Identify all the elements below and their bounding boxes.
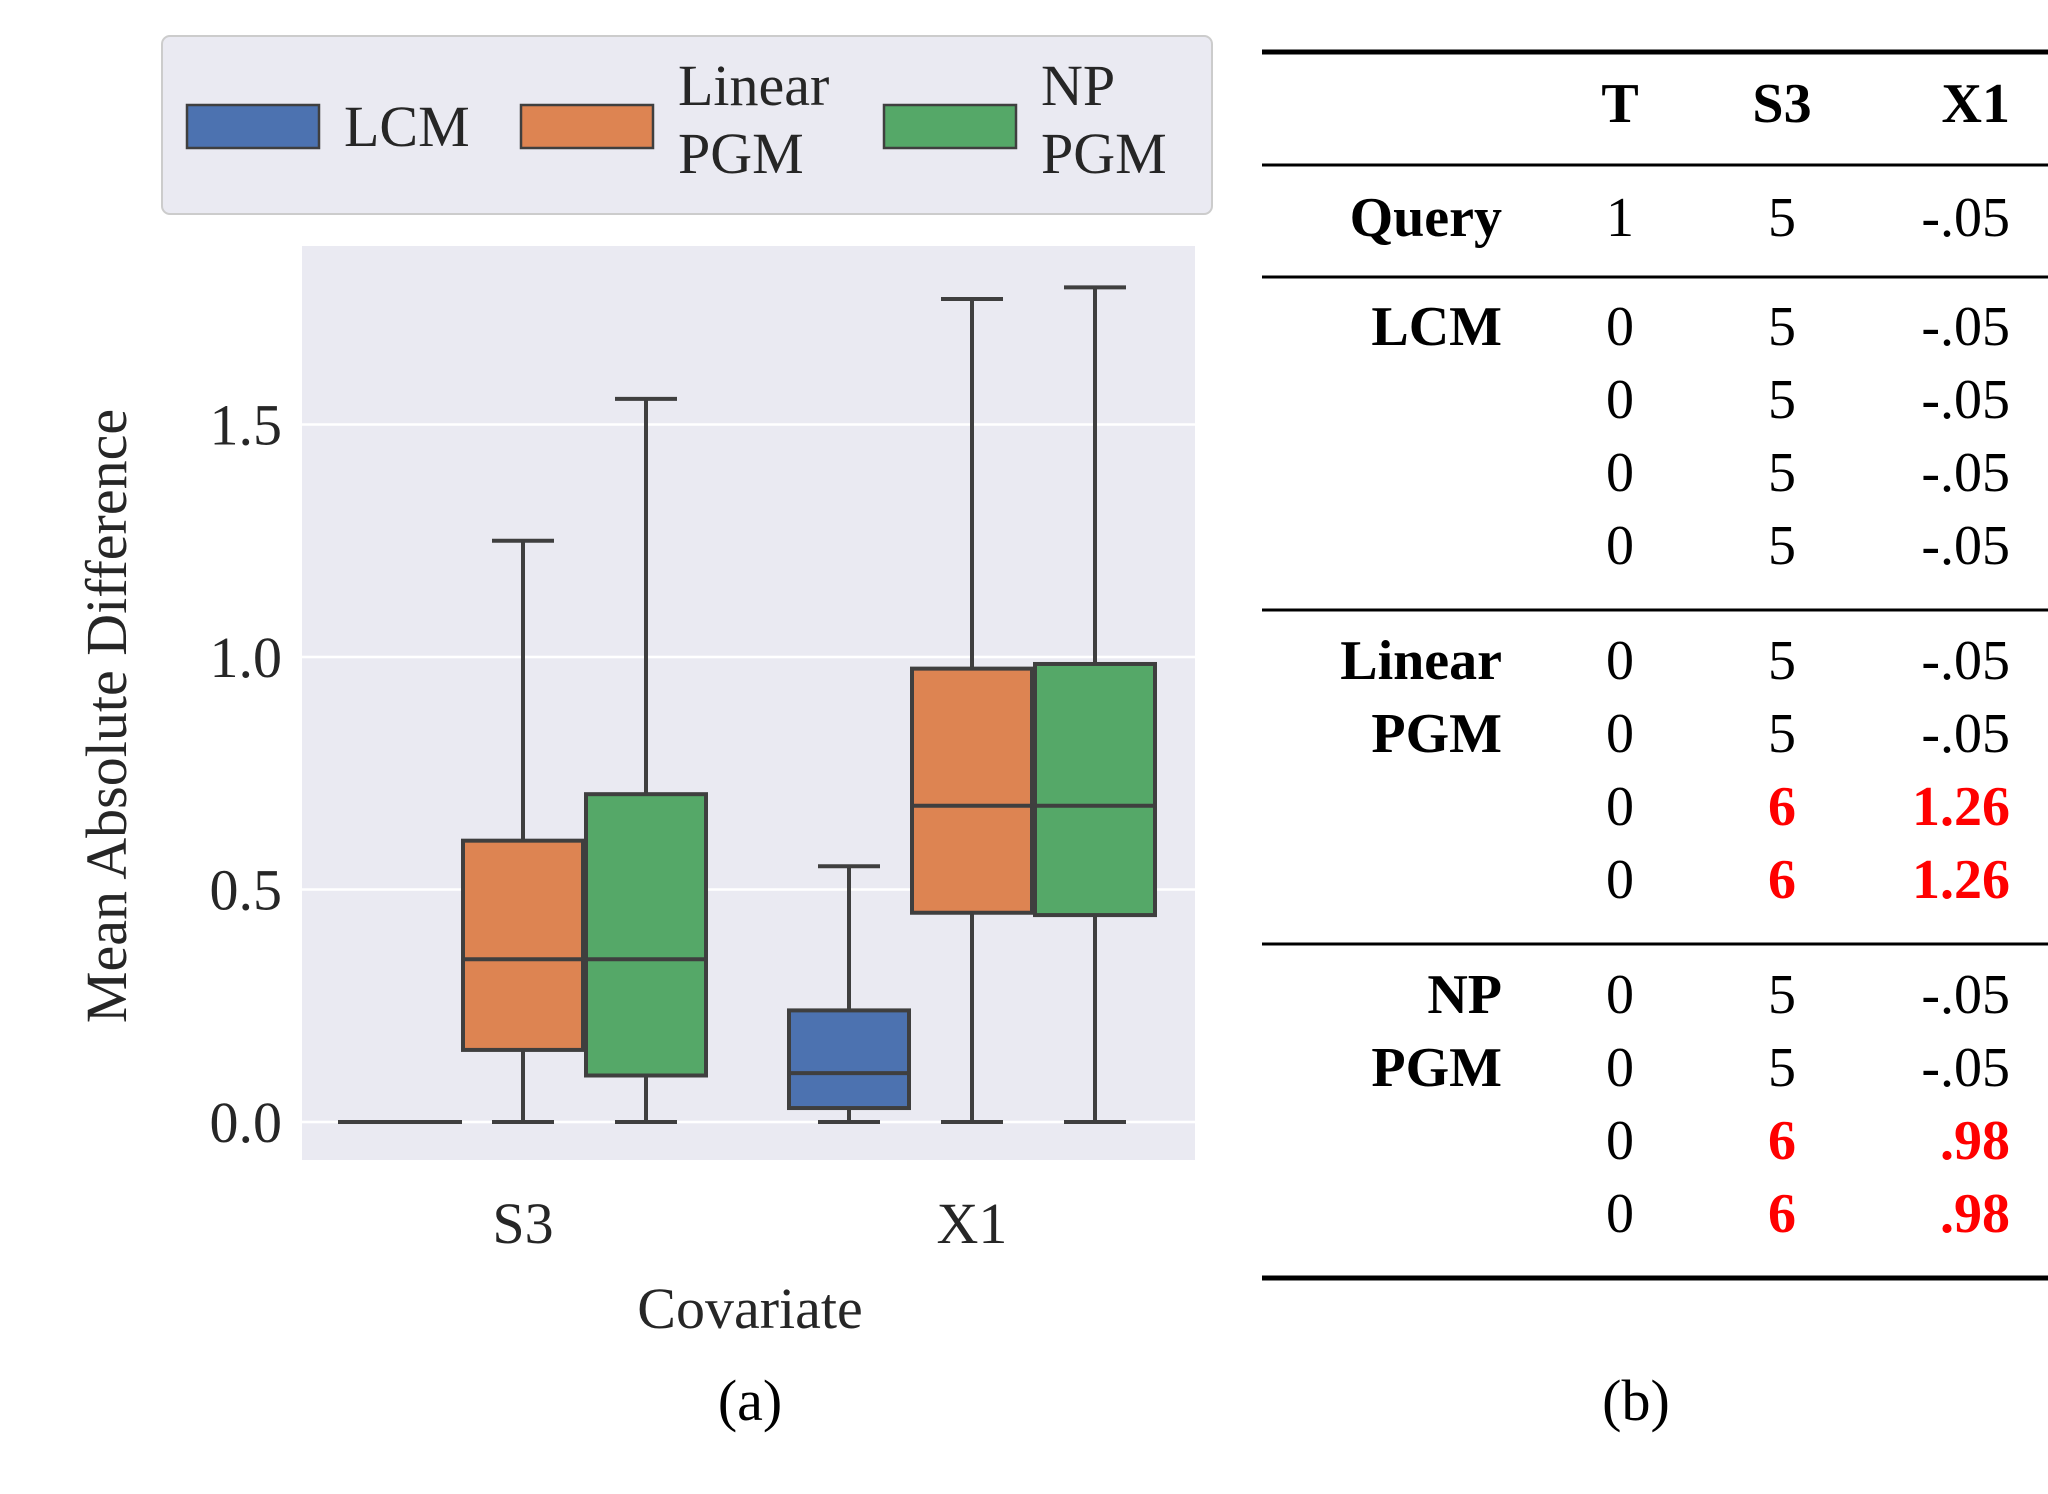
row-label: PGM xyxy=(1371,1037,1502,1099)
box-iqr xyxy=(1033,661,1157,918)
row-label: NP xyxy=(1427,964,1502,1026)
table-cell: 0 xyxy=(1606,515,1634,577)
y-axis-label: Mean Absolute Difference xyxy=(74,409,139,1023)
x-ticks: S3 X1 xyxy=(492,1191,1007,1256)
table-cell: 5 xyxy=(1768,442,1796,504)
box-iqr xyxy=(584,792,708,1078)
legend-swatch xyxy=(519,103,655,150)
table-cell: 0 xyxy=(1606,1037,1634,1099)
box-iqr xyxy=(461,838,585,1052)
table-cell: 5 xyxy=(1768,369,1796,431)
table-cell: -.05 xyxy=(1921,369,2010,431)
panel-b-label: (b) xyxy=(1602,1368,1670,1433)
table-cell: -.05 xyxy=(1921,442,2010,504)
highlighted-cell: 6 xyxy=(1768,1110,1796,1172)
row-label: Linear xyxy=(1340,630,1502,692)
table-cell: -.05 xyxy=(1921,515,2010,577)
y-tick-label: 1.0 xyxy=(210,625,283,690)
box-iqr xyxy=(910,666,1034,915)
box-np-pgm-s3 xyxy=(584,396,708,1124)
y-ticks: 0.0 0.5 1.0 1.5 xyxy=(210,393,283,1156)
x-axis-label: Covariate xyxy=(637,1276,862,1341)
highlighted-cell: 1.26 xyxy=(1912,849,2010,911)
legend-label: Linear xyxy=(678,53,829,118)
table-cell: -.05 xyxy=(1921,630,2010,692)
table-cell: 0 xyxy=(1606,776,1634,838)
highlighted-cell: 6 xyxy=(1768,1183,1796,1245)
table-cell: 5 xyxy=(1768,964,1796,1026)
table-cell: -.05 xyxy=(1921,296,2010,358)
legend-label: LCM xyxy=(344,94,470,159)
legend-label: PGM xyxy=(1041,121,1167,186)
highlighted-cell: 1.26 xyxy=(1912,776,2010,838)
box-linear-pgm-s3 xyxy=(461,538,585,1124)
column-header: T xyxy=(1601,73,1638,135)
table-cell: 5 xyxy=(1768,1037,1796,1099)
x-tick-label: X1 xyxy=(937,1191,1008,1256)
table-cell: 0 xyxy=(1606,1110,1634,1172)
highlighted-cell: 6 xyxy=(1768,776,1796,838)
table-cell: 0 xyxy=(1606,1183,1634,1245)
legend-frame xyxy=(161,35,1213,215)
table-cell: -.05 xyxy=(1921,703,2010,765)
legend-item: LCM xyxy=(185,94,470,159)
results-table: T S3 X1 Query 1 5 -.05 LCM 0 5 -.05 0 5 -.05 0 5 -.05 0 5 -… xyxy=(1262,49,2048,1281)
table-cell: 5 xyxy=(1768,515,1796,577)
row-label: LCM xyxy=(1371,296,1502,358)
panel-a-label: (a) xyxy=(718,1368,782,1433)
x-tick-label: S3 xyxy=(492,1191,553,1256)
legend-label: PGM xyxy=(678,121,804,186)
box-np-pgm-x1 xyxy=(1033,285,1157,1124)
y-tick-label: 0.5 xyxy=(210,858,283,923)
highlighted-cell: 6 xyxy=(1768,849,1796,911)
row-label: Query xyxy=(1350,187,1502,249)
box-iqr xyxy=(787,1008,911,1111)
highlighted-cell: .98 xyxy=(1940,1110,2010,1172)
table-cell: 0 xyxy=(1606,964,1634,1026)
table-cell: 5 xyxy=(1768,630,1796,692)
table-cell: 5 xyxy=(1768,296,1796,358)
table-cell: -.05 xyxy=(1921,964,2010,1026)
table-cell: 0 xyxy=(1606,849,1634,911)
table-cell: 0 xyxy=(1606,703,1634,765)
box-series xyxy=(338,285,1157,1125)
box-linear-pgm-x1 xyxy=(910,296,1034,1124)
row-label: PGM xyxy=(1371,703,1502,765)
legend-swatch xyxy=(882,103,1018,150)
table-cell: 0 xyxy=(1606,630,1634,692)
y-tick-label: 0.0 xyxy=(210,1090,283,1155)
table-cell: 0 xyxy=(1606,296,1634,358)
table-cell: 5 xyxy=(1768,187,1796,249)
box-lcm-x1 xyxy=(787,864,911,1124)
y-tick-label: 1.5 xyxy=(210,393,283,458)
table-cell: -.05 xyxy=(1921,1037,2010,1099)
legend-swatch xyxy=(185,103,321,150)
panel-b-table: T S3 X1 Query 1 5 -.05 LCM 0 5 -.05 0 5 -.05 0 5 -.05 0 5 -… xyxy=(1262,49,2048,1433)
table-cell: -.05 xyxy=(1921,187,2010,249)
highlighted-cell: .98 xyxy=(1940,1183,2010,1245)
column-header: X1 xyxy=(1942,73,2010,135)
table-cell: 5 xyxy=(1768,703,1796,765)
column-header: S3 xyxy=(1752,73,1811,135)
legend-label: NP xyxy=(1041,53,1115,118)
gridlines xyxy=(302,423,1195,1124)
table-cell: 0 xyxy=(1606,369,1634,431)
table-cell: 1 xyxy=(1606,187,1634,249)
table-cell: 0 xyxy=(1606,442,1634,504)
